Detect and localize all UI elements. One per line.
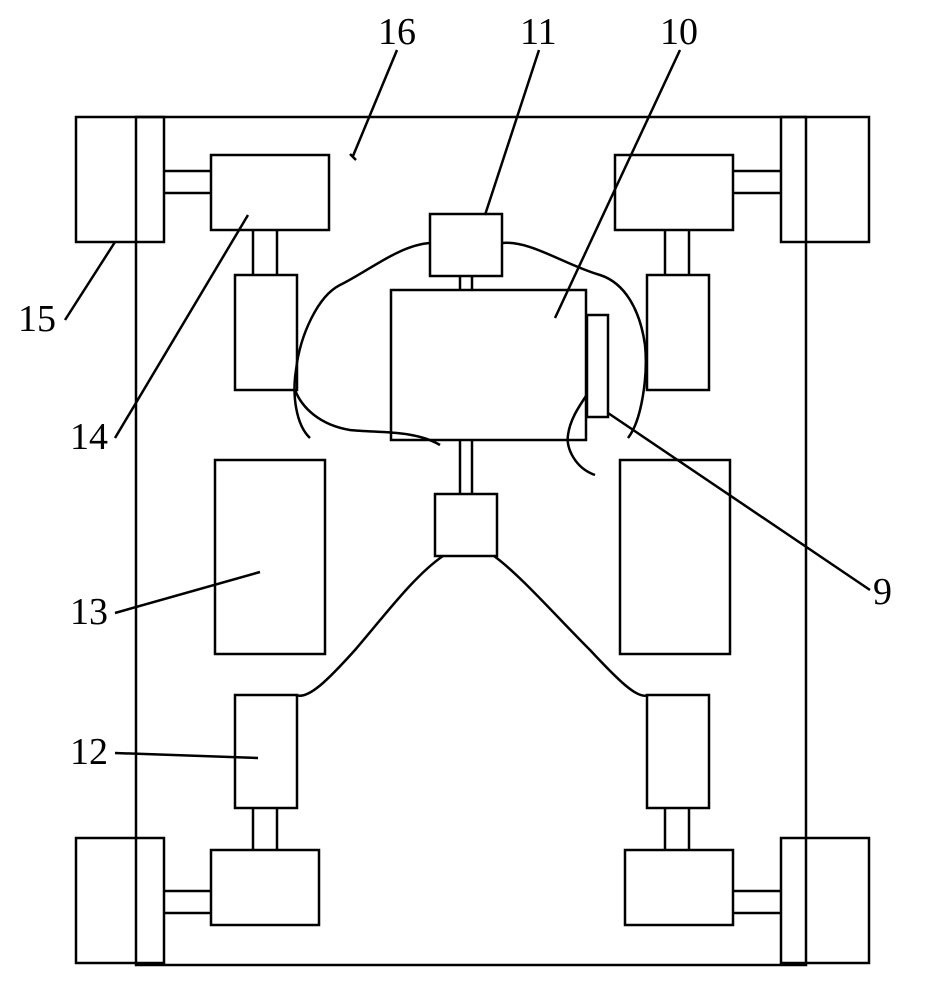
- axle-rl: [164, 891, 211, 913]
- shaft-rl: [253, 808, 277, 850]
- leader-10: [555, 50, 680, 318]
- axle-rr: [733, 891, 781, 913]
- wire-bot-left: [296, 556, 443, 696]
- gearbox-fl: [211, 155, 329, 230]
- wheel-front-right: [781, 117, 869, 242]
- shaft-fr: [665, 230, 689, 275]
- chassis-frame: [136, 117, 806, 965]
- label-13: 13: [70, 590, 108, 634]
- axle-fl: [164, 171, 211, 193]
- wire-top-right: [502, 243, 646, 438]
- label-12: 12: [70, 730, 108, 774]
- battery-left: [215, 460, 325, 654]
- wheel-rear-right: [781, 838, 869, 963]
- gearbox-rr: [625, 850, 733, 925]
- conn-10-mid: [460, 440, 472, 494]
- axle-fr: [733, 171, 781, 193]
- label-16: 16: [378, 10, 416, 54]
- wire-top-left: [295, 243, 430, 438]
- leader-16: [353, 50, 397, 156]
- wire-mid-cross: [295, 390, 440, 445]
- label-14: 14: [70, 415, 108, 459]
- leader-11: [485, 50, 539, 215]
- wheel-front-left: [76, 117, 164, 242]
- shaft-fl: [253, 230, 277, 275]
- battery-right: [620, 460, 730, 654]
- shaft-rr: [665, 808, 689, 850]
- motor-fr: [647, 275, 709, 390]
- label-9: 9: [873, 570, 892, 614]
- gearbox-fr: [615, 155, 733, 230]
- motor-fl: [235, 275, 297, 390]
- diagram: [65, 50, 870, 965]
- conn-10-11: [460, 276, 472, 290]
- component-9: [587, 315, 608, 417]
- motor-rr: [647, 695, 709, 808]
- leader-15: [65, 242, 115, 320]
- label-15: 15: [18, 297, 56, 341]
- box-mid: [435, 494, 497, 556]
- gearbox-rl: [211, 850, 319, 925]
- wire-bot-right: [494, 556, 648, 696]
- wheel-rear-left: [76, 838, 164, 963]
- box-11: [430, 214, 502, 276]
- motor-rl: [235, 695, 297, 808]
- leader-9: [608, 413, 870, 590]
- label-10: 10: [660, 10, 698, 54]
- label-11: 11: [520, 10, 557, 54]
- wire-9: [568, 396, 595, 475]
